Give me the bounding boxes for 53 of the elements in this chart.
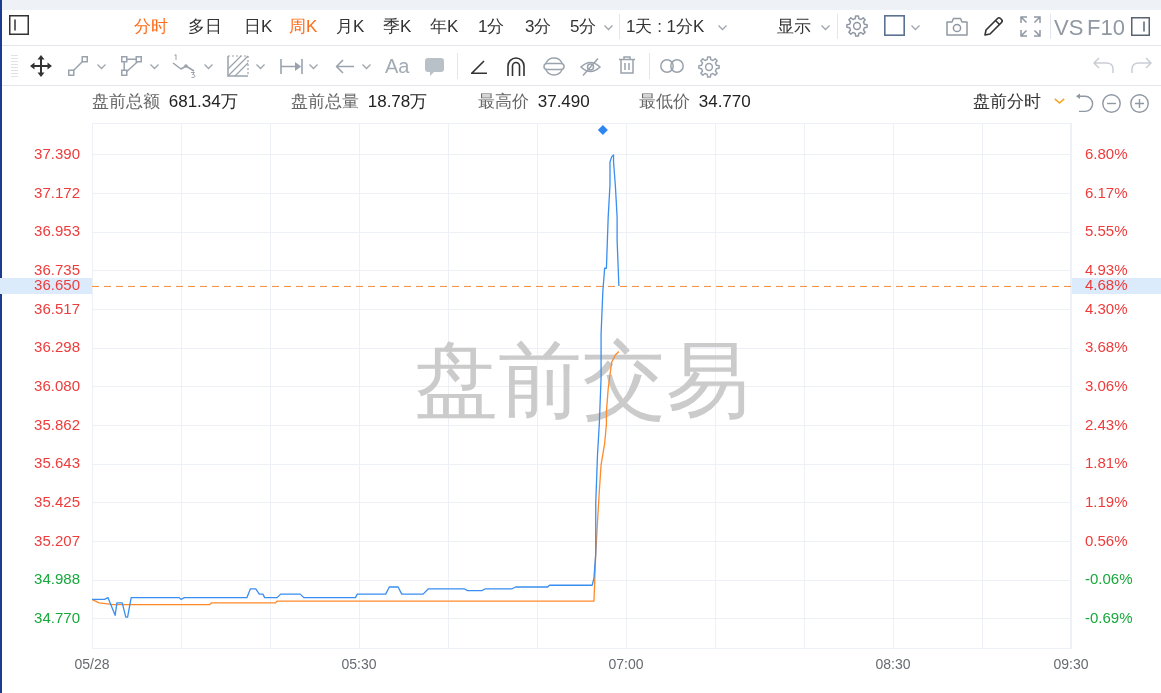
text: VS [1054,13,1084,42]
y2-tick-label: 6.17% [1085,183,1128,201]
y2-tick-label: -0.06% [1085,570,1133,588]
y-tick-label: 34.988 [34,570,80,588]
x-tick-label: 09:30 [1053,656,1089,673]
y-tick-label: 36.298 [34,338,80,356]
y2-tick-label: 5.55% [1085,222,1128,240]
y2-tick-label: -0.69% [1085,609,1133,627]
y-tick-label: 37.172 [34,183,80,201]
y-tick-label: 35.207 [34,531,80,549]
y-tick-label: 35.643 [34,454,80,472]
text: 日K [244,16,273,38]
x-tick-label: 05:30 [341,656,377,673]
text: 1分 [478,16,505,38]
y-tick-label: 35.425 [34,493,80,511]
y2-tick-label: 3.68% [1085,338,1128,356]
y-tick-label: 35.862 [34,415,80,433]
y-tick-label: 37.390 [34,145,80,163]
text: F10 [1087,13,1125,42]
x-tick-label: 08:30 [875,656,911,673]
text: 显示 [777,16,811,38]
text: 年K [430,16,459,38]
text: Aa [385,54,410,79]
text: 盘前分时 [973,91,1041,113]
x-tick-label: 05/28 [74,656,110,673]
y2-tick-label: 1.81% [1085,454,1128,472]
y2-tick-label: 4.30% [1085,299,1128,317]
text: 周K [289,16,318,38]
y2-tick-label: 2.43% [1085,415,1128,433]
y-tick-label: 36.080 [34,377,80,395]
y-tick-label: 34.770 [34,609,80,627]
text: 盘前总额 681.34万 [92,92,238,111]
text: 月K [336,16,365,38]
y-tick-label: 36.953 [34,222,80,240]
text: 盘前总量 18.78万 [291,92,428,111]
y2-tick-label: 0.56% [1085,531,1128,549]
annotation: 4.68% [1085,276,1128,294]
text: 3分 [525,16,552,38]
text: 分时 [134,16,168,38]
text: 最低价 34.770 [639,92,751,111]
text: 5分 [570,16,597,38]
y2-tick-label: 6.80% [1085,144,1128,162]
text: 多日 [188,16,222,38]
x-tick-label: 07:00 [608,656,644,673]
y2-tick-label: 1.19% [1085,492,1128,510]
y2-tick-label: 4.93% [1085,260,1128,278]
y2-tick-label: 3.06% [1085,376,1128,394]
text: 1天 : 1分K [626,16,705,38]
text: 季K [383,16,412,38]
text: 最高价 37.490 [478,92,590,111]
y-tick-label: 36.517 [34,299,80,317]
ref-line-label: 36.650 [34,276,80,294]
y-tick-label: 36.735 [34,261,80,279]
